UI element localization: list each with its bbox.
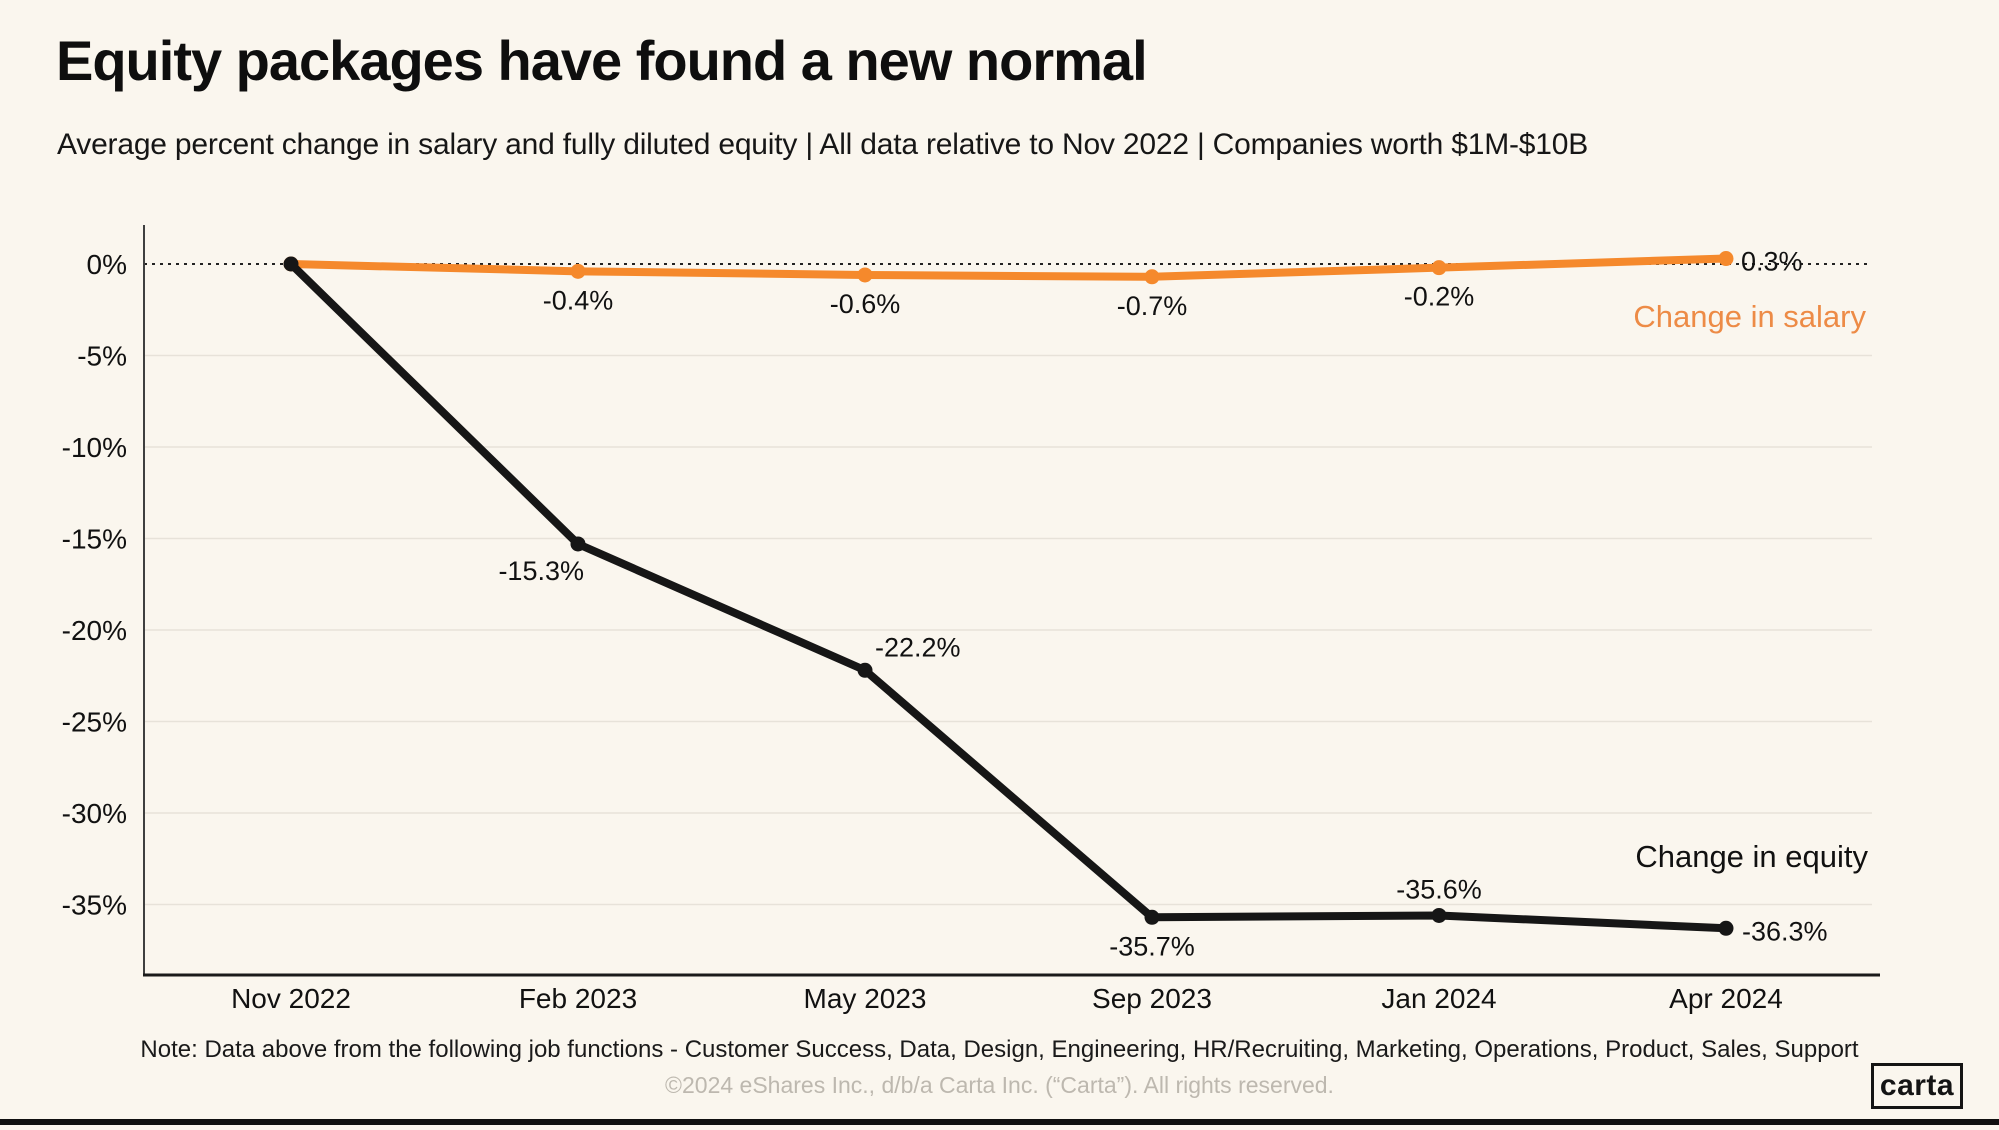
page-title: Equity packages have found a new normal [56,29,1148,92]
salary-line [287,254,1730,281]
equity-point [1144,909,1160,925]
y-tick-label: -30% [62,798,127,829]
y-tick-label: -5% [77,341,127,372]
equity-value-label: -15.3% [498,556,584,586]
y-tick-label: -10% [62,432,127,463]
x-tick-label: Apr 2024 [1669,983,1783,1014]
y-tick-label: -35% [62,890,127,921]
equity-value-label: -35.7% [1109,931,1195,961]
equity-series-label: Change in equity [1635,839,1868,874]
equity-value-label: -36.3% [1742,916,1828,946]
x-tick-label: Feb 2023 [519,983,637,1014]
y-tick-label: -15% [62,524,127,555]
y-tick-label: 0% [87,249,127,280]
x-tick-label: Nov 2022 [231,983,351,1014]
footnote: Note: Data above from the following job … [140,1036,1859,1063]
salary-point [1431,260,1447,276]
page-subtitle: Average percent change in salary and ful… [57,128,1589,161]
salary-value-label: 0.3% [1741,247,1803,277]
salary-value-label: -0.4% [543,285,614,315]
copyright: ©2024 eShares Inc., d/b/a Carta Inc. (“C… [665,1072,1334,1098]
carta-logo-text: carta [1879,1069,1955,1102]
equity-point [857,662,873,678]
equity-point [1718,920,1734,936]
x-tick-label: Jan 2024 [1381,983,1496,1014]
x-tick-label: May 2023 [804,983,927,1014]
carta-logo: carta [1871,1063,1963,1109]
salary-point [1718,251,1734,267]
salary-point [857,267,873,283]
y-tick-label: -20% [62,615,127,646]
bottom-bar [0,1119,1999,1125]
salary-value-label: -0.6% [830,289,901,319]
equity-point [283,256,299,272]
y-tick-label: -25% [62,707,127,738]
x-tick-label: Sep 2023 [1092,983,1212,1014]
salary-value-label: -0.2% [1404,282,1475,312]
equity-value-label: -22.2% [875,632,961,662]
equity-line [287,260,1730,933]
equity-value-label: -35.6% [1396,874,1482,904]
equity-point [1431,907,1447,923]
salary-series-label: Change in salary [1633,299,1866,334]
salary-point [1144,269,1160,285]
salary-value-label: -0.7% [1117,291,1188,321]
equity-point [570,536,586,552]
salary-point [570,263,586,279]
